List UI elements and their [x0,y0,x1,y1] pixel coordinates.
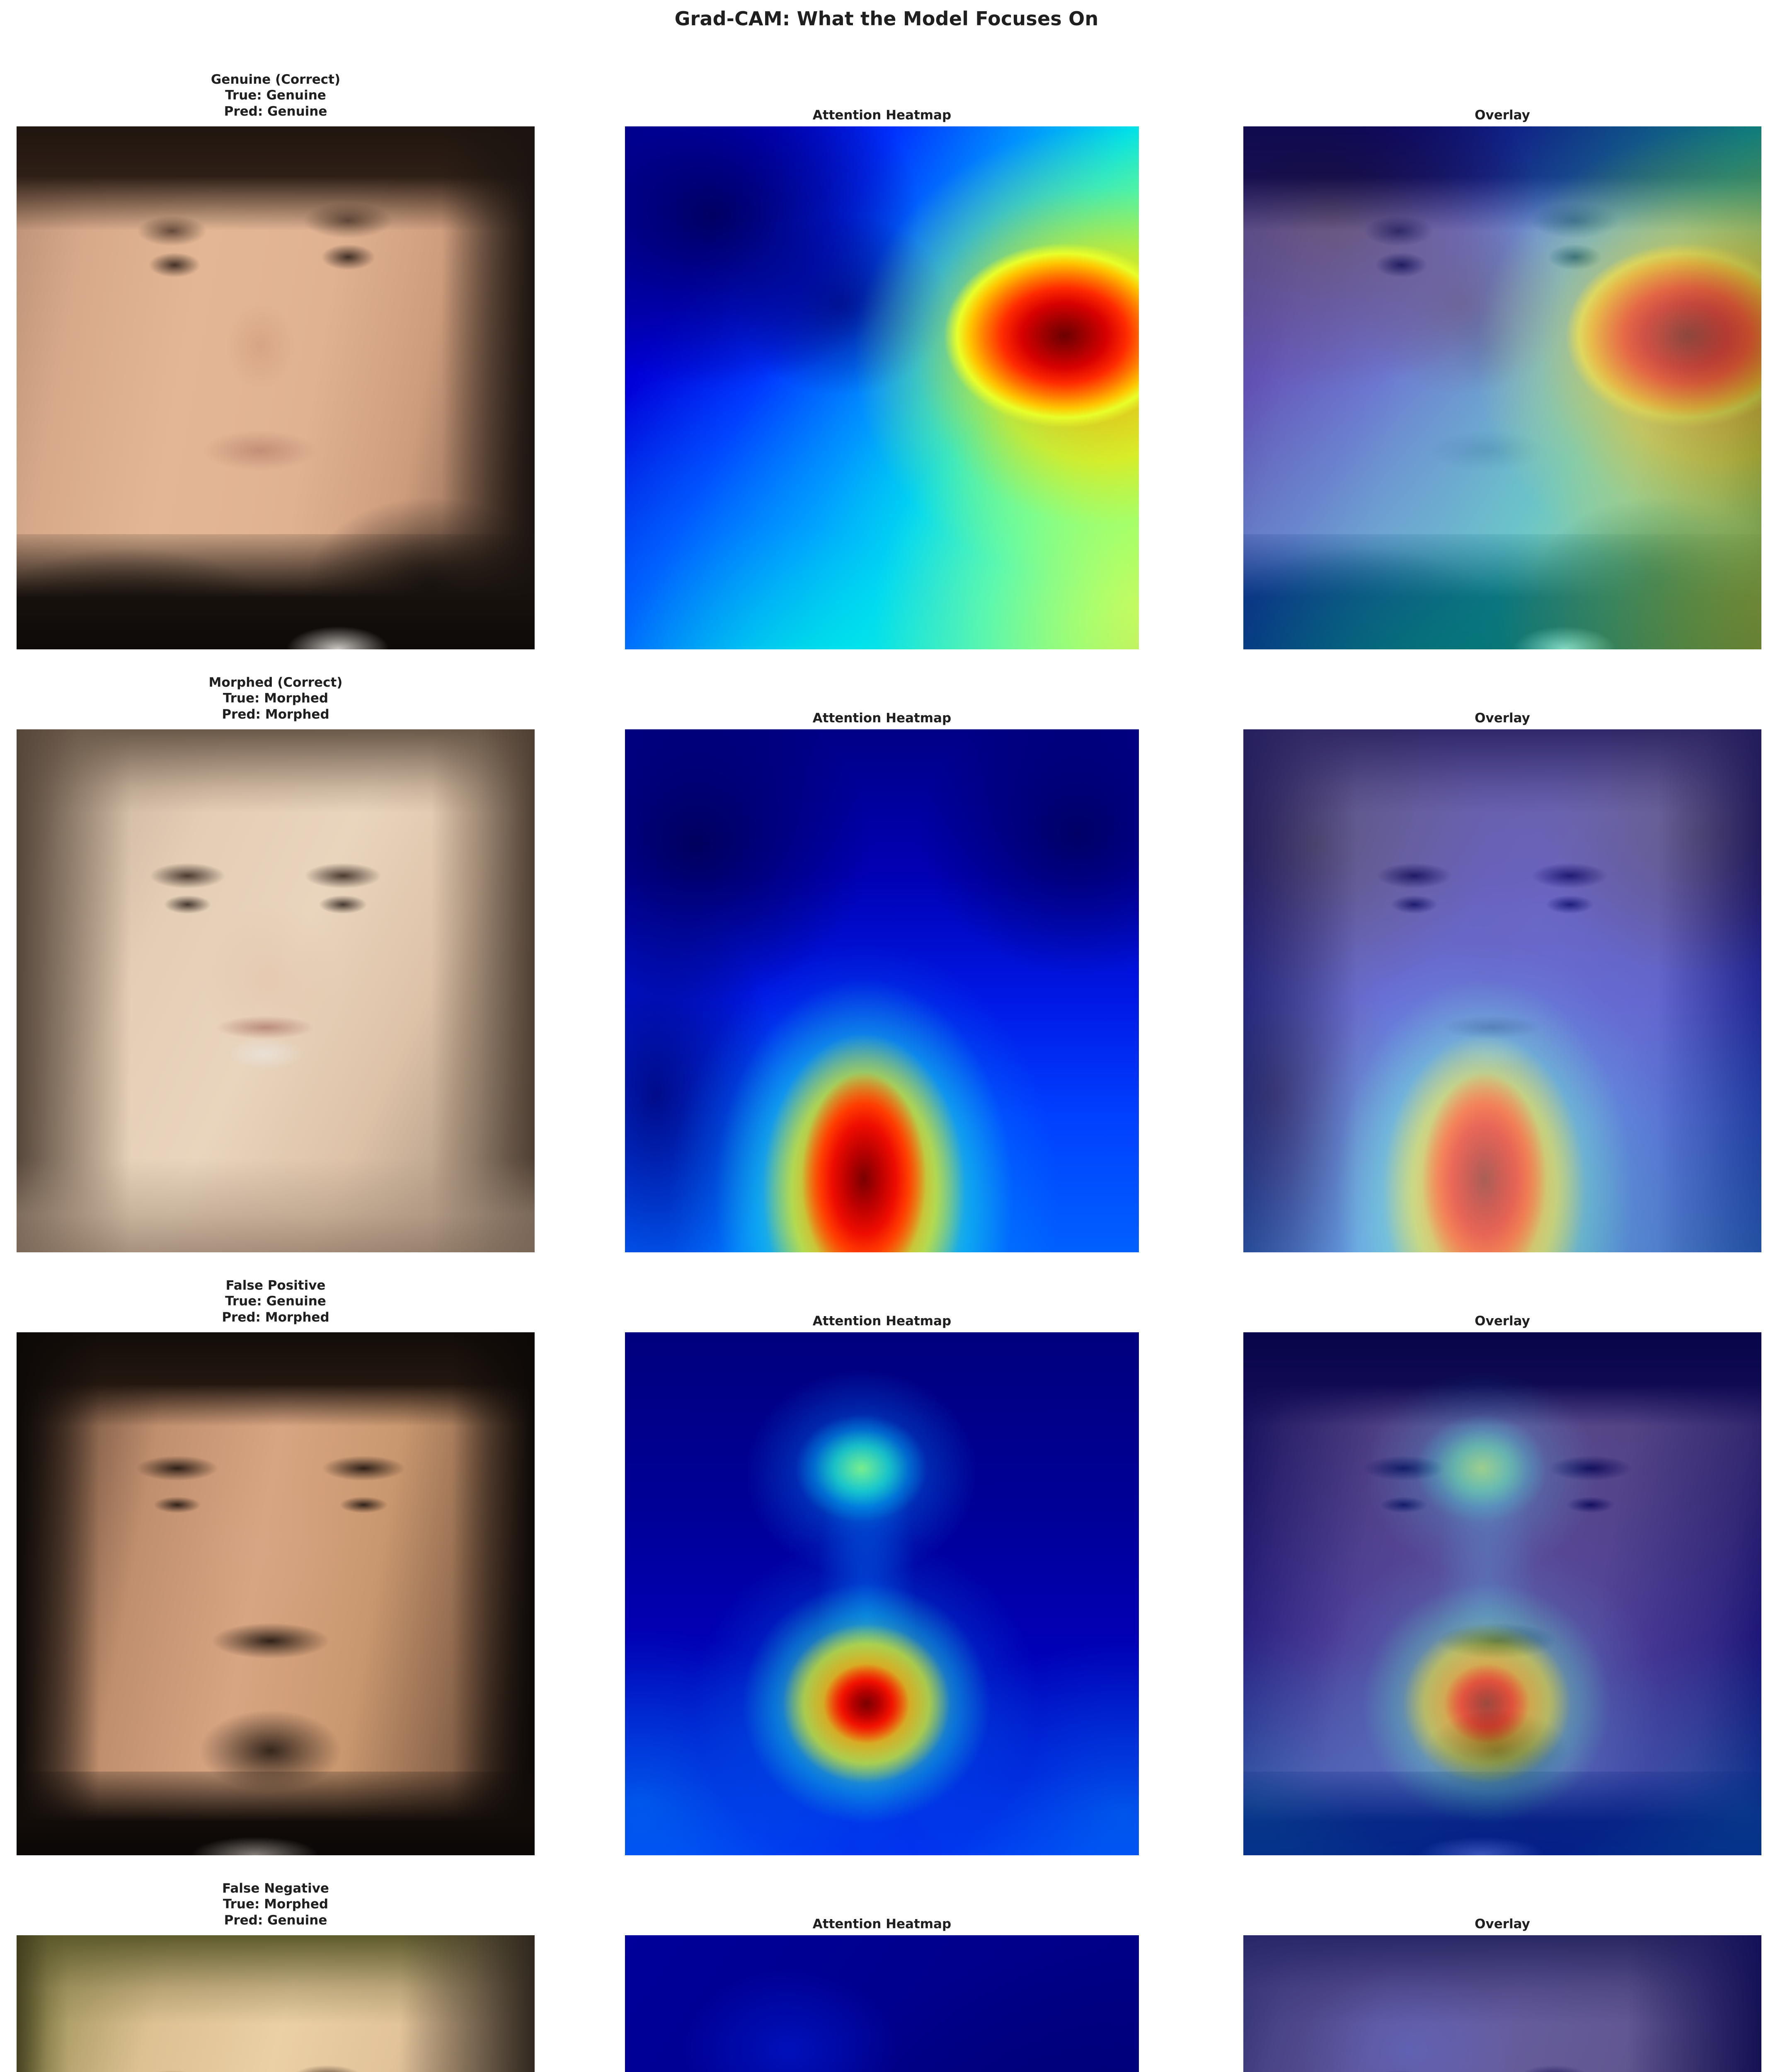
overlay-heat-layer [1243,1332,1761,1855]
overlay-image [1243,1935,1761,2072]
original-image-title: Genuine (Correct) True: Genuine Pred: Ge… [211,72,341,119]
jet-heatmap [625,126,1139,649]
attention-heatmap-image [625,1935,1139,2072]
jet-heatmap [625,1332,1139,1855]
overlay-title: Overlay [1475,1917,1530,1932]
overlay-heat-layer [1243,1935,1761,2072]
sample-row: Morphed (Correct) True: Morphed Pred: Mo… [0,675,1773,1289]
original-image-title: Morphed (Correct) True: Morphed Pred: Mo… [208,675,343,722]
attention-heatmap-image [625,1332,1139,1855]
original-image-title: False Positive True: Genuine Pred: Morph… [222,1278,329,1325]
heatmap-title: Attention Heatmap [812,1917,952,1932]
overlay-title: Overlay [1475,108,1530,123]
overlay-title: Overlay [1475,711,1530,726]
heatmap-title: Attention Heatmap [812,108,952,123]
face-neck-region [17,1158,535,1252]
attention-heatmap-image [625,729,1139,1252]
overlay-image [1243,126,1761,649]
original-face-image [17,1332,535,1855]
heatmap-title: Attention Heatmap [812,1314,952,1329]
heatmap-title: Attention Heatmap [812,711,952,726]
page-title: Grad-CAM: What the Model Focuses On [674,7,1099,30]
overlay-heat-layer [1243,126,1761,649]
overlay-image [1243,729,1761,1252]
sample-row: False Positive True: Genuine Pred: Morph… [0,1278,1773,1892]
jet-heatmap [625,1935,1139,2072]
face-clothing-region [17,1772,535,1855]
face-hair-region [17,1332,535,1427]
overlay-image [1243,1332,1761,1855]
overlay-heat-layer [1243,729,1761,1252]
sample-row: Genuine (Correct) True: Genuine Pred: Ge… [0,72,1773,686]
face-right-shadow-region [452,1332,535,1855]
face-left-background-region [17,1935,68,2072]
face-right-shadow-region [400,1935,535,2072]
original-face-image [17,126,535,649]
overlay-title: Overlay [1475,1314,1530,1329]
attention-heatmap-image [625,126,1139,649]
jet-heatmap [625,729,1139,1252]
face-clothing-region [17,534,535,649]
original-face-image [17,729,535,1252]
sample-row: False Negative True: Morphed Pred: Genui… [0,1881,1773,2072]
original-image-title: False Negative True: Morphed Pred: Genui… [222,1881,329,1928]
face-left-shadow-region [17,1332,99,1855]
original-face-image [17,1935,535,2072]
